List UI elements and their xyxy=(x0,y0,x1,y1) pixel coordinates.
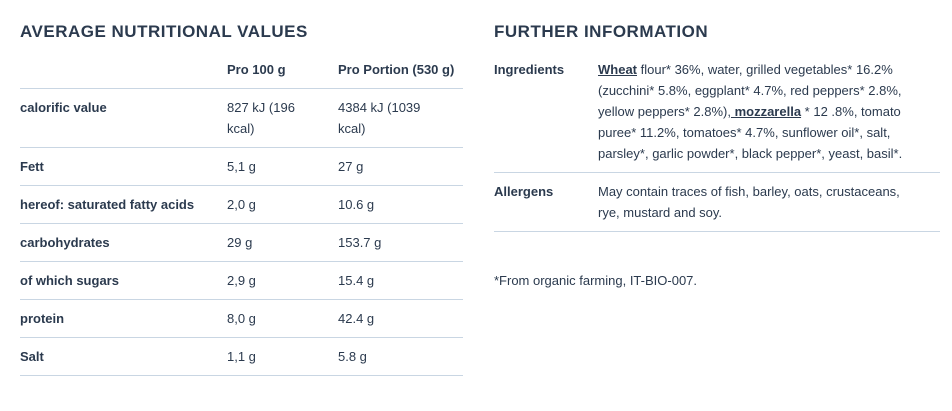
row-label: Fett xyxy=(20,147,227,186)
value-cell: 2,9 g xyxy=(227,261,338,300)
value-cell: 1,1 g xyxy=(227,337,338,376)
header-cell: Pro 100 g xyxy=(227,51,338,89)
table-row: carbohydrates 29 g 153.7 g xyxy=(20,223,463,262)
section-title: FURTHER INFORMATION xyxy=(494,22,709,41)
value-cell: 2,0 g xyxy=(227,185,338,224)
value-cell: 5,1 g xyxy=(227,147,338,186)
value-cell: 5.8 g xyxy=(338,337,463,376)
further-table: Ingredients Wheat flour* 36%, water, gri… xyxy=(494,51,940,232)
table-row: calorific value 827 kJ (196 kcal) 4384 kJ … xyxy=(20,88,463,148)
row-label: Allergens xyxy=(494,172,598,232)
allergens-row: Allergens May contain traces of fish, ba… xyxy=(494,172,940,232)
row-label: hereof: saturated fatty acids xyxy=(20,185,227,224)
allergen-ingredient: mozzarella xyxy=(730,104,802,119)
row-label: Salt xyxy=(20,337,227,376)
footnote: *From organic farming, IT-BIO-007. xyxy=(494,273,698,288)
value-cell: 15.4 g xyxy=(338,261,463,300)
ingredients-row: Ingredients Wheat flour* 36%, water, gri… xyxy=(494,51,940,173)
row-label: carbohydrates xyxy=(20,223,227,262)
row-label: calorific value xyxy=(20,88,227,148)
table-row: Fett 5,1 g 27 g xyxy=(20,147,463,186)
value-cell: 42.4 g xyxy=(338,299,463,338)
value-cell: 29 g xyxy=(227,223,338,262)
allergens-text: May contain traces of fish, barley, oats… xyxy=(598,172,940,232)
value-cell: 153.7 g xyxy=(338,223,463,262)
value-cell: 4384 kJ (1039 kcal) xyxy=(338,88,463,148)
ingredients-text: Wheat flour* 36%, water, grilled vegetab… xyxy=(598,51,940,173)
header-row: Pro 100 g Pro Portion (530 g) xyxy=(20,51,463,89)
value-cell: 8,0 g xyxy=(227,299,338,338)
table-row: Salt 1,1 g 5.8 g xyxy=(20,337,463,376)
header-cell xyxy=(20,51,227,89)
nutrition-table: Pro 100 g Pro Portion (530 g) calorific v… xyxy=(20,51,463,376)
ingredient-text: * 12 .8%, tomato puree* 11.2%, tomatoes*… xyxy=(598,104,903,161)
table-row: hereof: saturated fatty acids 2,0 g 10.6 g xyxy=(20,185,463,224)
table-row: of which sugars 2,9 g 15.4 g xyxy=(20,261,463,300)
row-label: of which sugars xyxy=(20,261,227,300)
allergen-ingredient: Wheat xyxy=(598,62,637,77)
section-title: AVERAGE NUTRITIONAL VALUES xyxy=(20,22,308,41)
value-cell: 827 kJ (196 kcal) xyxy=(227,88,338,148)
row-label: Ingredients xyxy=(494,51,598,173)
value-cell: 10.6 g xyxy=(338,185,463,224)
table-row: protein 8,0 g 42.4 g xyxy=(20,299,463,338)
value-cell: 27 g xyxy=(338,147,463,186)
ingredient-text: flour* 36%, water, grilled vegetables* 1… xyxy=(598,62,902,119)
row-label: protein xyxy=(20,299,227,338)
header-cell: Pro Portion (530 g) xyxy=(338,51,463,89)
